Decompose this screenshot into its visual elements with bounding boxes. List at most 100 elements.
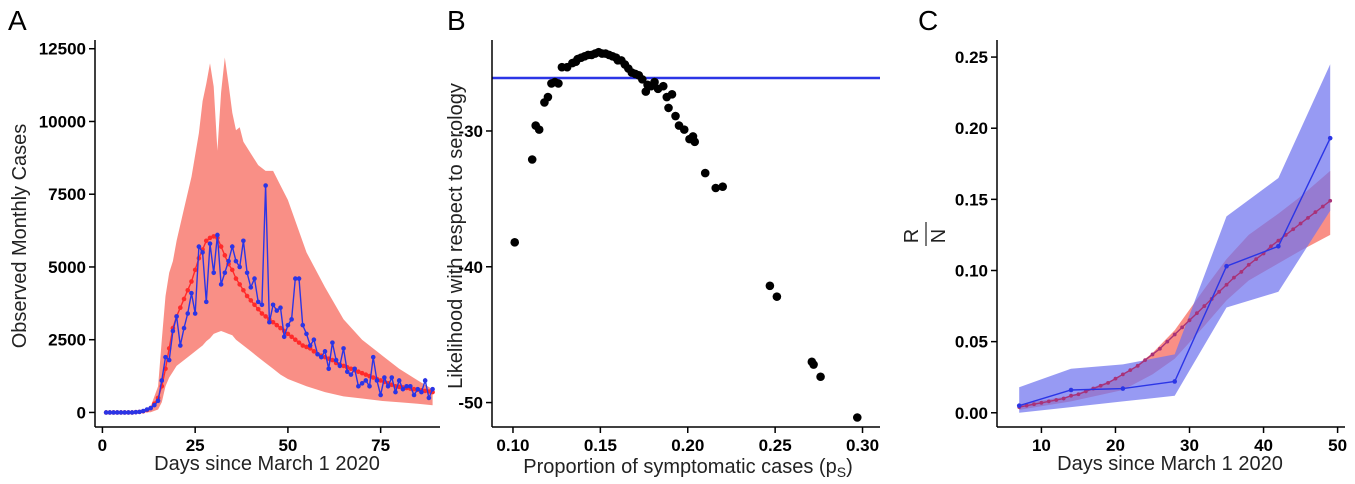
panel-a-blue-series-point xyxy=(152,402,157,408)
panel-c-x-tick-label: 10 xyxy=(1032,436,1051,455)
panel-a-blue-series-point xyxy=(411,392,417,398)
panel-a-blue-series-point xyxy=(311,337,317,343)
panel-a-blue-series-point xyxy=(226,258,231,264)
panel-a-blue-series-point xyxy=(337,363,343,369)
panel-a-blue-series-point xyxy=(370,354,376,360)
panel-c-purple-series-point xyxy=(1061,396,1066,401)
panel-a-blue-series-point xyxy=(356,383,361,389)
panel-b-point xyxy=(700,168,710,178)
panel-a-blue-series-point xyxy=(178,343,183,348)
panel-c-purple-series-point xyxy=(1180,325,1185,330)
panel-a-blue-series-point xyxy=(255,299,261,305)
panel-b-x-label-sub: S xyxy=(837,464,846,479)
panel-a-blue-series-point xyxy=(333,357,339,363)
panel-c-purple-series-point xyxy=(1254,257,1259,262)
panel-b-point xyxy=(679,125,689,134)
panel-b-point xyxy=(554,79,563,88)
panel-a-blue-series-point xyxy=(233,258,239,264)
panel-a-blue-series-point xyxy=(304,331,309,337)
panel-a-red-series-point xyxy=(181,296,187,302)
panel-a-blue-series-point xyxy=(111,410,116,415)
panel-c-blue-band xyxy=(1019,64,1331,413)
panel-c-blue-series-point xyxy=(1172,379,1178,384)
panel-c-purple-series-point xyxy=(1195,311,1199,316)
panel-b-point xyxy=(667,90,677,99)
panel-a-blue-series-point xyxy=(252,276,257,281)
panel-a-y-ticks: 0 2500 5000 7500 10000 12500 xyxy=(39,40,95,422)
panel-a-red-series-point xyxy=(293,337,298,343)
panel-a-blue-series-point xyxy=(378,392,383,398)
panel-a-blue-series-point xyxy=(218,282,224,287)
panel-c-band-layer xyxy=(1019,64,1331,413)
panel-a-red-series-point xyxy=(241,287,246,293)
panel-b-x-label: Proportion of symptomatic cases (pS) xyxy=(523,456,852,479)
panel-c-purple-series-point xyxy=(1076,392,1081,397)
panel-a-blue-series-point xyxy=(148,405,153,411)
panel-a-y-tick-label: 2500 xyxy=(48,331,86,350)
panel-b-point xyxy=(852,413,862,422)
panel-a-blue-series-point xyxy=(289,317,294,322)
panel-a-blue-series-point xyxy=(114,410,120,415)
panel-b-x-tick-label: 0.25 xyxy=(759,436,792,455)
panel-c-purple-series-point xyxy=(1202,304,1207,308)
panel-a-red-series-point xyxy=(178,305,183,310)
panel-c-purple-series-point xyxy=(1106,380,1110,385)
panel-b-point xyxy=(543,92,553,102)
panel-a-blue-series-point xyxy=(419,389,424,395)
panel-b-point xyxy=(765,281,775,291)
panel-b-point xyxy=(534,125,544,134)
panel-c-y-ticks: 0.00 0.05 0.10 0.15 0.20 0.25 xyxy=(955,48,997,423)
panel-a-blue-series-point xyxy=(185,311,191,316)
panel-a-blue-series-point xyxy=(133,409,139,415)
panel-a-blue-series-point xyxy=(203,299,209,305)
panel-a-red-series-point xyxy=(270,319,276,325)
panel-a-blue-series-point xyxy=(163,354,168,360)
panel-b-point xyxy=(527,155,537,164)
panel-c-y-tick-label: 0.25 xyxy=(955,48,988,67)
panel-c-purple-series-point xyxy=(1291,227,1296,232)
panel-a-red-series-point xyxy=(218,244,224,249)
panel-a-red-series-point xyxy=(411,386,417,392)
panel-c-purple-series-point xyxy=(1306,215,1310,220)
panel-a-blue-series-point xyxy=(363,378,369,383)
panel-a-blue-series-point xyxy=(352,366,357,372)
panel-a-blue-series-point xyxy=(359,381,365,386)
panel-b-x-tick-label: 0.10 xyxy=(496,436,529,455)
panel-a-y-tick-label: 0 xyxy=(77,403,86,422)
panel-a-red-series-point xyxy=(278,325,283,331)
panel-a: A 0 25 50 75 0 2500 5000 7500 10000 12500 Days s… xyxy=(8,5,440,475)
panel-c-purple-series-point xyxy=(1246,262,1251,267)
panel-a-x-tick-label: 25 xyxy=(186,436,205,455)
panel-a-blue-series-point xyxy=(281,334,287,340)
panel-a-blue-series-point xyxy=(400,386,406,392)
panel-b-point xyxy=(510,238,520,247)
panel-a-blue-series-point xyxy=(129,410,135,415)
panel-a-blue-series-point xyxy=(222,270,228,276)
panel-a-blue-series-point xyxy=(207,241,213,246)
panel-c-purple-series-point xyxy=(1135,363,1140,368)
panel-a-blue-series-point xyxy=(270,302,276,308)
panel-c-letter: C xyxy=(918,5,938,36)
panel-c-y-tick-label: 0.00 xyxy=(955,404,988,423)
panel-a-blue-series-point xyxy=(174,314,179,319)
panel-c-purple-series-point xyxy=(1232,275,1236,280)
panel-c-purple-series-point xyxy=(1313,210,1318,215)
panel-a-blue-series-point xyxy=(192,311,198,316)
panel-c-series-layer xyxy=(1016,135,1333,409)
panel-c-y-label-numerator: R xyxy=(901,229,923,243)
panel-c-purple-series-point xyxy=(1269,244,1273,249)
panel-a-blue-series-point xyxy=(267,319,272,325)
panel-c-purple-series-point xyxy=(1276,238,1281,243)
panel-a-blue-series-point xyxy=(259,302,265,308)
panel-a-band xyxy=(106,57,433,413)
panel-a-y-tick-label: 10000 xyxy=(39,112,86,131)
panel-a-blue-series-point xyxy=(293,276,298,281)
panel-a-x-tick-label: 50 xyxy=(278,436,297,455)
panel-a-blue-series-point xyxy=(422,378,428,383)
panel-c-x-tick-label: 20 xyxy=(1106,436,1125,455)
panel-a-blue-series-point xyxy=(196,244,202,249)
panel-a-red-series-point xyxy=(300,343,306,348)
panel-a-blue-series-point xyxy=(126,410,131,415)
panel-a-blue-series-point xyxy=(315,351,320,357)
panel-c-purple-series-point xyxy=(1039,400,1044,405)
